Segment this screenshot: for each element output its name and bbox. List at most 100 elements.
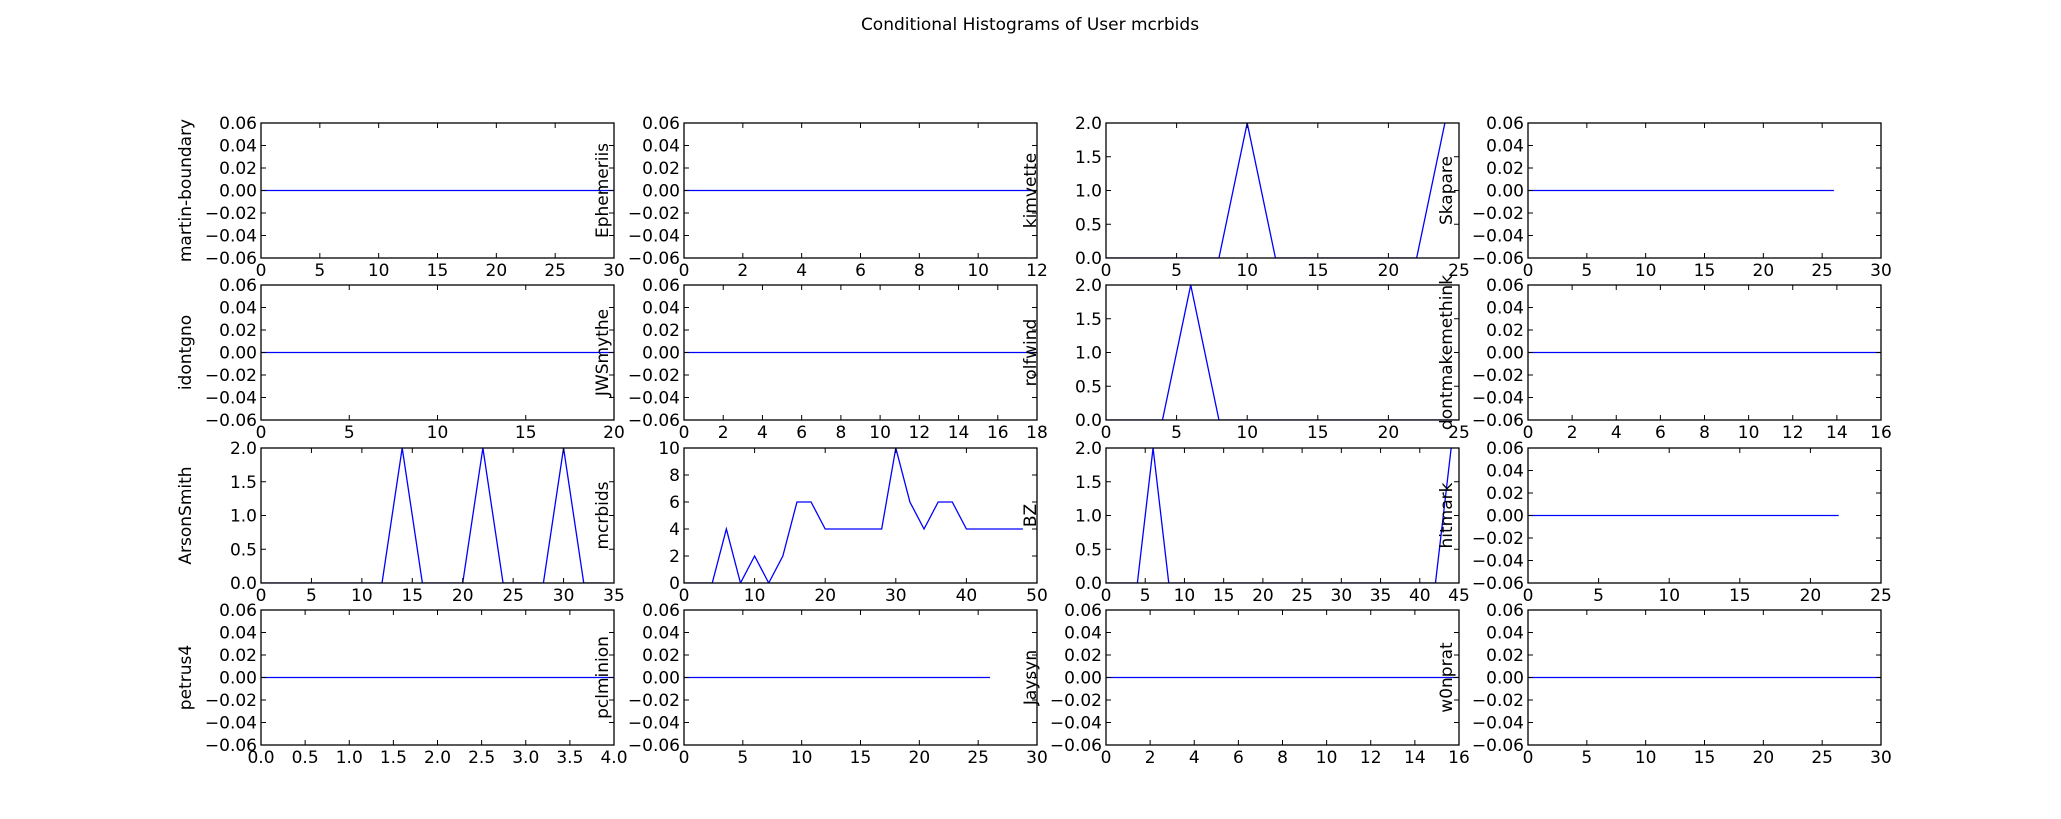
x-tick-label: 20 bbox=[452, 586, 474, 606]
y-tick-label: 0.04 bbox=[1064, 624, 1102, 644]
x-tick-label: 2 bbox=[718, 423, 729, 443]
y-tick-label: −0.02 bbox=[1472, 691, 1524, 711]
x-tick-label: 4.0 bbox=[600, 748, 627, 768]
y-tick-label: 0.06 bbox=[1486, 276, 1524, 296]
x-tick-label: 6 bbox=[1655, 423, 1666, 443]
x-tick-label: 14 bbox=[948, 423, 970, 443]
y-tick-label: 0.0 bbox=[1075, 574, 1102, 594]
x-tick-label: 25 bbox=[1870, 586, 1892, 606]
y-tick-label: 0.04 bbox=[1486, 299, 1524, 319]
y-axis-label: ArsonSmith bbox=[176, 466, 196, 564]
y-tick-label: 0.02 bbox=[219, 159, 257, 179]
subplot: 0 5 10 15 20 25 30 35 40 45 2.0 1.5 1.0 0.5 0.0 BZ bbox=[1021, 439, 1470, 606]
x-tick-label: 1.0 bbox=[336, 748, 363, 768]
y-tick-label: 1.5 bbox=[1075, 473, 1102, 493]
y-axis-label: BZ bbox=[1021, 504, 1041, 527]
y-tick-label: 0.06 bbox=[219, 114, 257, 134]
y-tick-label: 0.0 bbox=[230, 574, 257, 594]
y-tick-label: 0.5 bbox=[230, 540, 257, 560]
y-axis-label: w0nprat bbox=[1437, 642, 1457, 713]
y-tick-label: −0.06 bbox=[205, 736, 257, 756]
x-tick-label: 18 bbox=[1026, 423, 1048, 443]
x-tick-label: 1.5 bbox=[380, 748, 407, 768]
y-tick-label: 0.5 bbox=[1075, 377, 1102, 397]
y-tick-label: −0.06 bbox=[628, 736, 680, 756]
y-tick-label: −0.02 bbox=[205, 691, 257, 711]
y-tick-label: 0.00 bbox=[642, 182, 680, 202]
y-tick-label: −0.06 bbox=[1472, 249, 1524, 269]
y-tick-label: 0.04 bbox=[219, 137, 257, 157]
y-tick-label: 1.0 bbox=[1075, 344, 1102, 364]
y-tick-label: −0.06 bbox=[1472, 411, 1524, 431]
x-tick-label: 15 bbox=[850, 748, 872, 768]
x-tick-label: 2.0 bbox=[424, 748, 451, 768]
y-tick-label: −0.06 bbox=[1472, 736, 1524, 756]
x-tick-label: 20 bbox=[1378, 261, 1400, 281]
y-tick-label: 0.02 bbox=[642, 321, 680, 341]
x-tick-label: 0 bbox=[256, 586, 267, 606]
y-tick-label: 0.06 bbox=[642, 601, 680, 621]
x-tick-label: 10 bbox=[967, 261, 989, 281]
x-tick-label: 10 bbox=[1236, 261, 1258, 281]
y-tick-label: −0.04 bbox=[205, 227, 257, 247]
subplot: 0 5 10 15 20 25 30 0.06 0.040.02 0.00−0.02 −0.04−0… bbox=[176, 114, 625, 281]
y-axis-label: mcrbids bbox=[593, 481, 613, 549]
axes-frame bbox=[1105, 284, 1460, 421]
y-tick-label: 0.02 bbox=[1486, 646, 1524, 666]
y-tick-label: 0.02 bbox=[1064, 646, 1102, 666]
y-tick-label: 0.00 bbox=[219, 182, 257, 202]
x-tick-label: 3.5 bbox=[556, 748, 583, 768]
x-tick-label: 25 bbox=[967, 748, 989, 768]
y-tick-label: −0.04 bbox=[1472, 552, 1524, 572]
y-axis-label: dontmakemethink bbox=[1437, 275, 1457, 430]
y-tick-label: 4 bbox=[669, 520, 680, 540]
subplot: 0 2 4 6 8 10 12 14 16 18 0.06 0.040.02 0.00−0.02 −0.0… bbox=[593, 276, 1048, 443]
x-tick-label: 16 bbox=[1870, 423, 1892, 443]
y-axis-label: Skapare bbox=[1437, 156, 1457, 225]
x-tick-label: 20 bbox=[1252, 586, 1274, 606]
y-tick-label: 0.5 bbox=[1075, 215, 1102, 235]
x-tick-label: 15 bbox=[401, 586, 423, 606]
subplot: 0 2 4 6 8 10 12 14 16 0.06 0.040.02 0.00−0.02 −0.04−… bbox=[1021, 601, 1470, 768]
x-tick-label: 5 bbox=[306, 586, 317, 606]
subplot: 0 5 10 15 20 25 30 0.06 0.040.02 0.00−0.02 −0.04−0… bbox=[1437, 601, 1892, 768]
x-tick-label: 10 bbox=[1174, 586, 1196, 606]
subplot: 0 5 10 15 20 25 30 35 2.0 1.5 1.0 0.5 0.0 ArsonSmith bbox=[176, 439, 625, 606]
y-tick-label: −0.06 bbox=[205, 249, 257, 269]
subplot: 0 5 10 15 20 25 30 0.06 0.040.02 0.00−0.02 −0.04−0… bbox=[593, 601, 1048, 768]
y-axis-label: idontgno bbox=[176, 315, 196, 390]
y-tick-label: −0.06 bbox=[1472, 574, 1524, 594]
x-tick-label: 4 bbox=[796, 261, 807, 281]
y-tick-label: 0.06 bbox=[1064, 601, 1102, 621]
y-tick-label: 0.04 bbox=[642, 299, 680, 319]
x-tick-label: 10 bbox=[1738, 423, 1760, 443]
subplot: 0 2 4 6 8 10 12 14 16 0.06 0.040.02 0.00−0.02 −0.04−… bbox=[1437, 275, 1892, 443]
x-tick-label: 40 bbox=[1409, 586, 1431, 606]
x-tick-label: 0 bbox=[1101, 586, 1112, 606]
y-tick-label: 0.06 bbox=[219, 276, 257, 296]
y-tick-label: −0.04 bbox=[628, 389, 680, 409]
subplot: 0 5 10 15 20 25 0.06 0.040.02 0.00−0.02 −0.04−0.0… bbox=[1437, 439, 1892, 606]
axes-frame bbox=[683, 447, 1038, 584]
x-tick-label: 2 bbox=[737, 261, 748, 281]
y-tick-label: 0.06 bbox=[1486, 439, 1524, 459]
x-tick-label: 10 bbox=[1635, 748, 1657, 768]
y-tick-label: 0.02 bbox=[1486, 159, 1524, 179]
y-tick-label: −0.04 bbox=[628, 227, 680, 247]
x-tick-label: 25 bbox=[1448, 423, 1470, 443]
x-tick-label: 20 bbox=[1753, 261, 1775, 281]
y-tick-label: 0.02 bbox=[1486, 321, 1524, 341]
subplots-grid: 0 5 10 15 20 25 300.060.040.020.00−0.02−0.04−0… bbox=[176, 114, 1892, 768]
x-tick-label: 0 bbox=[1523, 748, 1534, 768]
x-tick-label: 20 bbox=[814, 586, 836, 606]
x-tick-label: 5 bbox=[1581, 748, 1592, 768]
y-tick-label: 0.00 bbox=[1486, 669, 1524, 689]
series-line bbox=[684, 448, 1023, 583]
y-tick-label: −0.04 bbox=[1050, 714, 1102, 734]
x-tick-label: 8 bbox=[1699, 423, 1710, 443]
y-tick-label: 1.0 bbox=[1075, 507, 1102, 527]
x-tick-label: 0.5 bbox=[292, 748, 319, 768]
x-tick-label: 10 bbox=[427, 423, 449, 443]
